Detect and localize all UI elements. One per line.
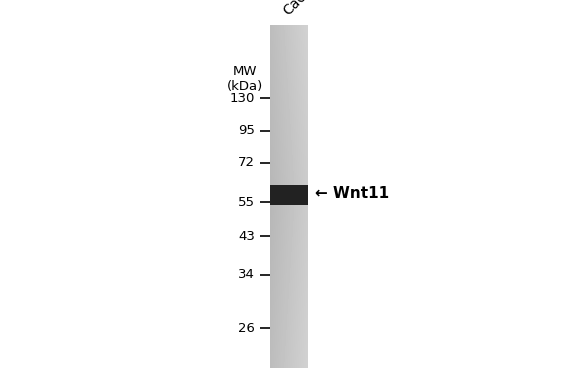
Text: 43: 43 <box>238 229 255 243</box>
Text: ← Wnt11: ← Wnt11 <box>315 186 389 200</box>
Text: Caco-2: Caco-2 <box>280 0 324 18</box>
Text: 26: 26 <box>238 322 255 335</box>
Text: 34: 34 <box>238 268 255 282</box>
Text: 130: 130 <box>230 91 255 104</box>
Text: 55: 55 <box>238 195 255 209</box>
Text: 95: 95 <box>238 124 255 138</box>
Text: MW
(kDa): MW (kDa) <box>227 65 263 93</box>
Text: 72: 72 <box>238 156 255 169</box>
Bar <box>270 185 308 205</box>
